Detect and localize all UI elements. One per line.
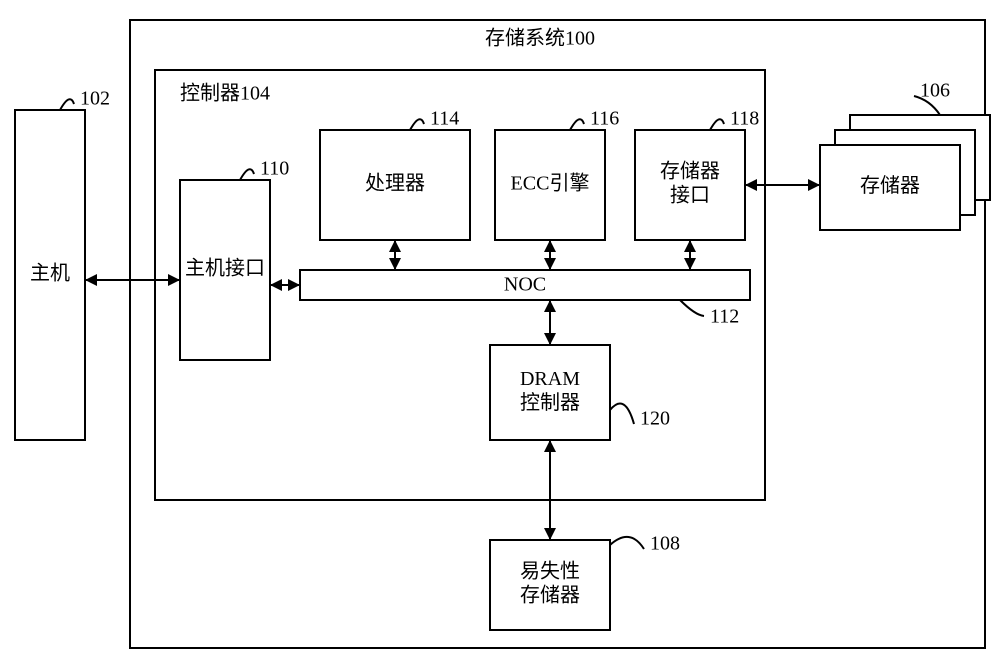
controller-title: 控制器104 <box>180 82 270 105</box>
svg-text:存储器: 存储器 <box>860 174 920 197</box>
svg-text:112: 112 <box>710 306 739 328</box>
svg-text:NOC: NOC <box>504 274 546 296</box>
svg-text:主机接口: 主机接口 <box>185 257 265 280</box>
dram-controller-box-ref: 120 <box>640 408 670 430</box>
svg-text:存储器: 存储器 <box>520 584 580 607</box>
noc-box: NOC <box>300 270 750 300</box>
svg-text:控制器: 控制器 <box>520 391 580 414</box>
svg-text:106: 106 <box>920 80 950 102</box>
memory-stack: 存储器 <box>820 115 990 230</box>
host-interface-box: 主机接口 <box>180 180 270 360</box>
memory-interface-box: 存储器接口 <box>635 130 745 240</box>
host-interface-box-ref: 110 <box>260 158 289 180</box>
svg-text:ECC引擎: ECC引擎 <box>511 172 590 195</box>
volatile-memory-box-ref: 108 <box>650 533 680 555</box>
svg-text:存储器: 存储器 <box>660 160 720 183</box>
svg-text:处理器: 处理器 <box>365 172 425 195</box>
svg-text:接口: 接口 <box>670 184 710 207</box>
memory-interface-box-ref: 118 <box>730 108 759 130</box>
ecc-engine-box-ref: 116 <box>590 108 619 130</box>
svg-text:主机: 主机 <box>30 262 70 285</box>
ecc-engine-box: ECC引擎 <box>495 130 605 240</box>
svg-text:易失性: 易失性 <box>520 560 580 583</box>
processor-box-ref: 114 <box>430 108 459 130</box>
host-box-ref: 102 <box>80 88 110 110</box>
volatile-memory-box: 易失性存储器 <box>490 540 610 630</box>
storage-system-title: 存储系统100 <box>485 27 595 50</box>
processor-box: 处理器 <box>320 130 470 240</box>
svg-text:DRAM: DRAM <box>520 368 580 390</box>
host-box: 主机 <box>15 110 85 440</box>
dram-controller-box: DRAM控制器 <box>490 345 610 440</box>
